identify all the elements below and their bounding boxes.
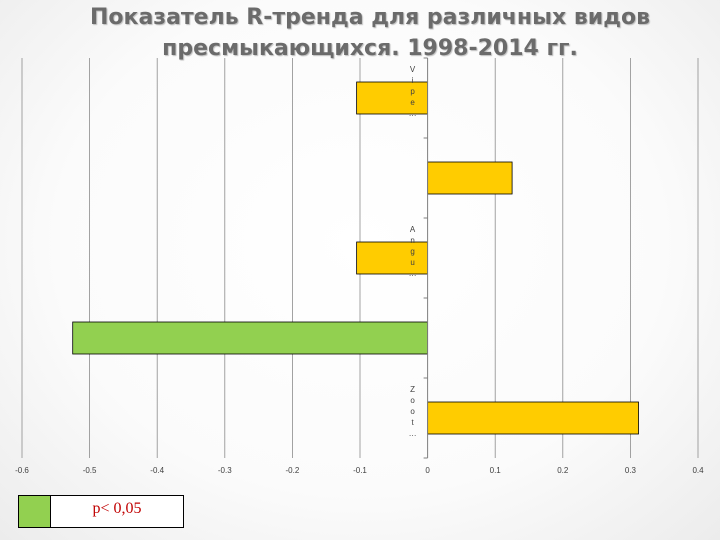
bar-2 (356, 241, 428, 275)
x-tick-label-4: -0.2 (286, 466, 300, 475)
category-labels: Vipe…Angu…Zoot… (409, 65, 417, 438)
category-label-0-char-2: p (410, 87, 415, 96)
x-tick-label-8: 0.2 (557, 466, 569, 475)
x-tick-label-3: -0.3 (218, 466, 232, 475)
category-label-2-char-0: A (410, 225, 416, 234)
category-label-0-char-1: i (412, 76, 414, 85)
category-label-0-char-3: e (410, 98, 415, 107)
x-tick-label-7: 0.1 (490, 466, 502, 475)
bar-1 (427, 161, 513, 195)
x-tick-label-1: -0.5 (83, 466, 97, 475)
x-tick-label-9: 0.3 (625, 466, 637, 475)
category-label-4-char-3: t (411, 418, 414, 427)
category-label-4-char-0: Z (410, 385, 415, 394)
bar-0 (356, 81, 428, 115)
bar-3 (72, 321, 428, 355)
category-label-4-char-4: … (409, 429, 417, 438)
x-tick-labels: -0.6 -0.5 -0.4 -0.3 -0.2 -0.1 0 0.1 0.2 0.3 0.4 (15, 466, 704, 475)
bars (72, 81, 639, 435)
bar-4 (427, 401, 639, 435)
y-axis (423, 57, 429, 459)
gridlines (21, 58, 699, 458)
x-tick-label-0: -0.6 (15, 466, 29, 475)
category-label-0-char-0: V (410, 65, 416, 74)
category-label-0-char-4: … (409, 109, 417, 118)
legend-swatch (19, 496, 51, 527)
category-label-2-char-4: … (409, 269, 417, 278)
category-label-2-char-2: g (410, 247, 414, 256)
legend-label: p< 0,05 (92, 500, 142, 517)
x-tick-label-6: 0 (425, 466, 430, 475)
chart-title: Показатель R-тренда для различных видов … (89, 5, 650, 61)
category-label-2-char-3: u (410, 258, 414, 267)
legend: p< 0,05 (18, 495, 184, 528)
category-label-4-char-2: o (410, 407, 415, 416)
x-tick-label-10: 0.4 (692, 466, 704, 475)
category-label-4-char-1: o (410, 396, 415, 405)
x-tick-label-5: -0.1 (353, 466, 367, 475)
category-label-2-char-1: n (410, 236, 414, 245)
x-tick-label-2: -0.4 (150, 466, 164, 475)
